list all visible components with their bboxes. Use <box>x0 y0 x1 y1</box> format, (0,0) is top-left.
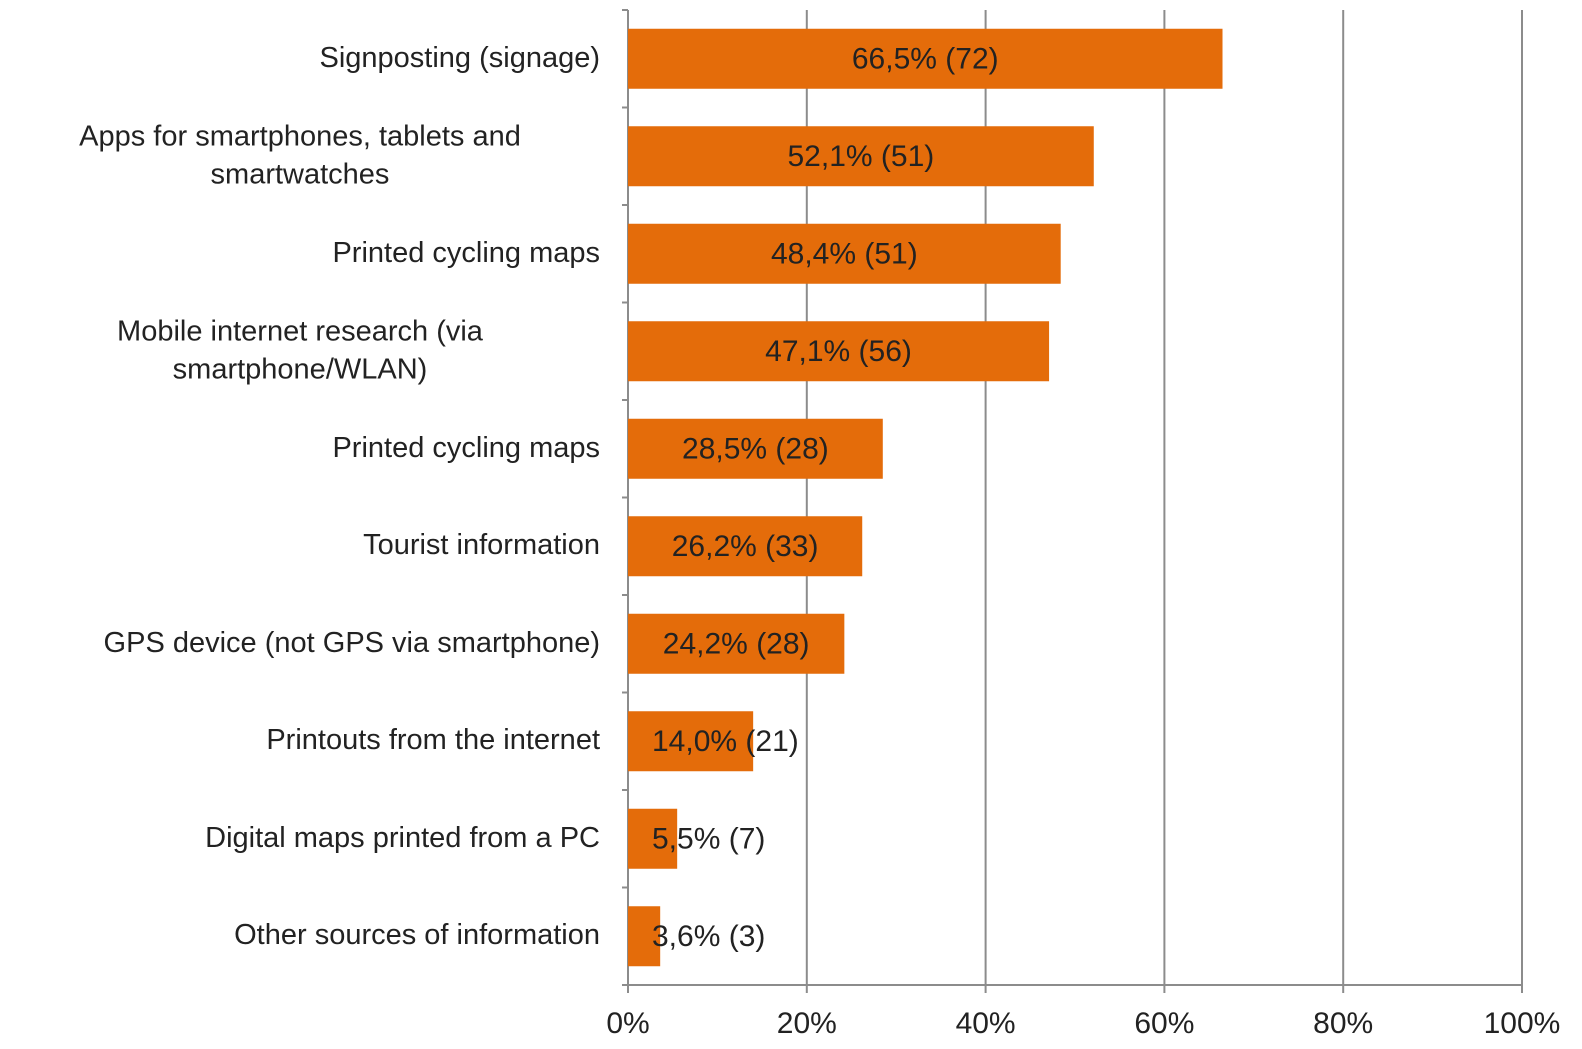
category-label: Signposting (signage) <box>319 41 600 74</box>
value-label: 14,0% (21) <box>652 725 799 758</box>
category-label: Tourist information <box>363 529 600 562</box>
bar <box>628 126 1094 187</box>
x-tick-label: 100% <box>1484 1007 1561 1040</box>
category-label: Other sources of information <box>234 919 600 952</box>
value-label: 28,5% (28) <box>682 433 829 466</box>
x-tick-label: 0% <box>606 1007 649 1040</box>
bar <box>628 906 661 967</box>
value-label: 66,5% (72) <box>852 43 999 76</box>
category-label: Printouts from the internet <box>266 724 600 757</box>
x-tick-label: 80% <box>1313 1007 1373 1040</box>
category-label: Printed cycling maps <box>332 236 600 269</box>
bar <box>628 808 678 869</box>
bar <box>628 28 1223 89</box>
value-label: 48,4% (51) <box>771 238 918 271</box>
bar <box>628 321 1050 382</box>
x-tick-label: 20% <box>777 1007 837 1040</box>
value-label: 3,6% (3) <box>652 920 765 953</box>
category-label: GPS device (not GPS via smartphone) <box>103 626 600 659</box>
bar <box>628 711 754 772</box>
x-tick-label: 40% <box>956 1007 1016 1040</box>
bar <box>628 516 863 577</box>
bar <box>628 418 883 479</box>
x-tick-label: 60% <box>1134 1007 1194 1040</box>
category-label: Mobile internet research (via smartphone… <box>117 315 483 386</box>
bar <box>628 223 1061 284</box>
bar <box>628 613 845 674</box>
category-label: Apps for smartphones, tablets and smartw… <box>79 120 521 191</box>
category-label: Digital maps printed from a PC <box>205 821 600 854</box>
value-label: 52,1% (51) <box>788 140 935 173</box>
value-label: 47,1% (56) <box>765 335 912 368</box>
value-label: 5,5% (7) <box>652 823 765 856</box>
category-label: Printed cycling maps <box>332 431 600 464</box>
value-label: 24,2% (28) <box>663 628 810 661</box>
value-label: 26,2% (33) <box>672 530 819 563</box>
